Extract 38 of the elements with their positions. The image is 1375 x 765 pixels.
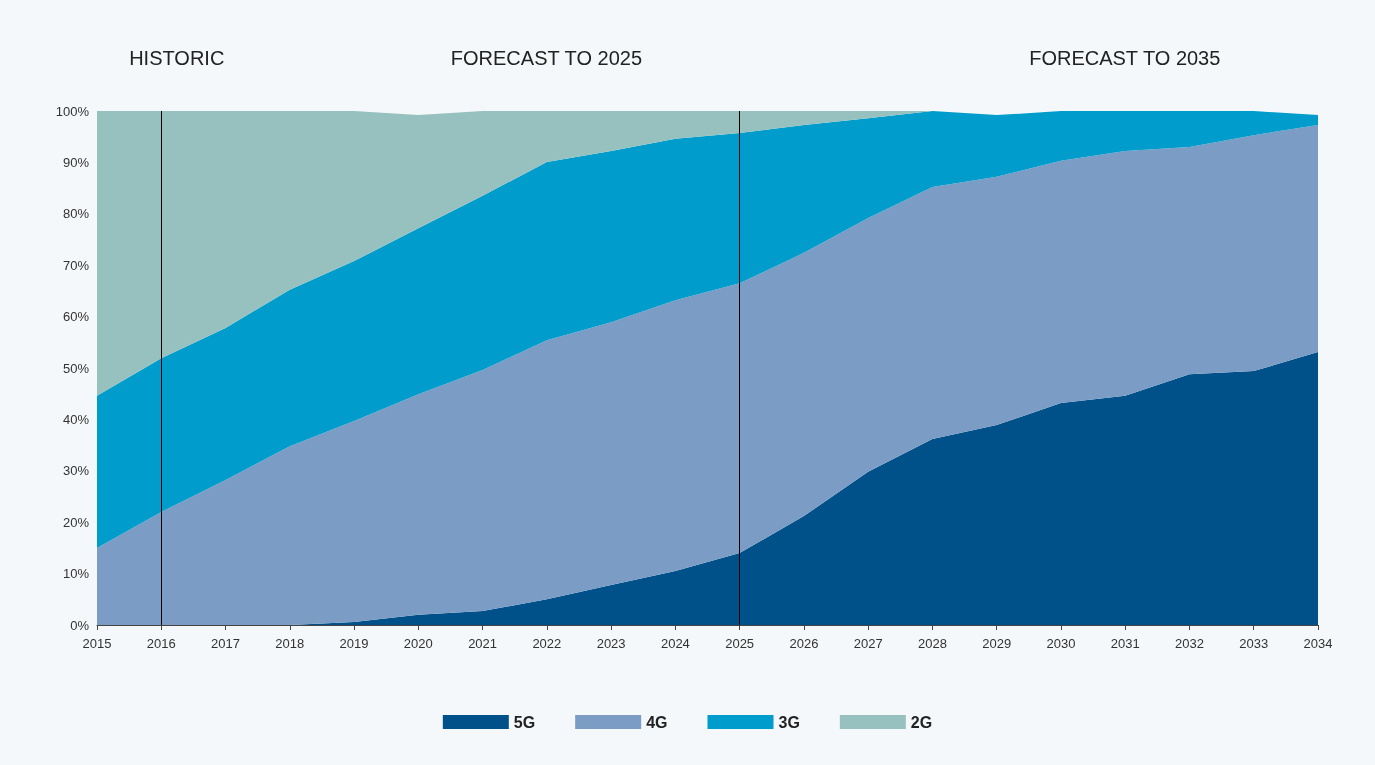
y-tick-label: 80% bbox=[62, 206, 90, 222]
x-tick-label: 2027 bbox=[853, 636, 883, 651]
x-tick-label: 2015 bbox=[82, 636, 112, 651]
x-tick-label: 2018 bbox=[275, 636, 305, 651]
x-tick-label: 2029 bbox=[982, 636, 1012, 651]
x-tick-label: 2019 bbox=[339, 636, 369, 651]
text: FORECAST TO 2025 bbox=[450, 47, 643, 69]
y-tick-label: 0% bbox=[70, 617, 90, 633]
x-tick-label: 2033 bbox=[1239, 636, 1269, 651]
x-tick-label: 2025 bbox=[725, 636, 755, 651]
x-tick-label: 2032 bbox=[1175, 636, 1204, 651]
legend-label: 5G bbox=[513, 713, 536, 731]
legend-label: 4G bbox=[646, 713, 668, 731]
x-tick-label: 2016 bbox=[146, 636, 176, 651]
text: FORECAST TO 2035 bbox=[1029, 47, 1221, 69]
y-tick-label: 70% bbox=[62, 257, 90, 273]
x-tick-label: 2034 bbox=[1303, 636, 1333, 651]
x-tick-label: 2026 bbox=[789, 636, 819, 651]
x-tick-label: 2028 bbox=[917, 636, 947, 651]
legend-label: 3G bbox=[778, 713, 800, 731]
y-tick-label: 100% bbox=[55, 103, 90, 119]
y-tick-label: 20% bbox=[62, 514, 90, 530]
y-tick-label: 90% bbox=[62, 154, 90, 170]
legend-label: 2G bbox=[910, 713, 933, 731]
x-tick-label: 2030 bbox=[1046, 636, 1076, 651]
x-tick-label: 2017 bbox=[211, 636, 240, 651]
x-tick-label: 2022 bbox=[532, 636, 562, 651]
text: HISTORIC bbox=[129, 47, 225, 69]
x-tick-label: 2031 bbox=[1110, 636, 1140, 651]
x-tick-label: 2024 bbox=[660, 636, 690, 651]
y-tick-label: 50% bbox=[62, 360, 90, 376]
y-tick-label: 40% bbox=[62, 411, 90, 427]
y-tick-label: 60% bbox=[62, 309, 90, 325]
y-tick-label: 30% bbox=[62, 463, 90, 479]
x-tick-label: 2020 bbox=[403, 636, 433, 651]
x-tick-label: 2023 bbox=[596, 636, 626, 651]
y-tick-label: 10% bbox=[62, 566, 90, 582]
x-tick-label: 2021 bbox=[468, 636, 498, 651]
